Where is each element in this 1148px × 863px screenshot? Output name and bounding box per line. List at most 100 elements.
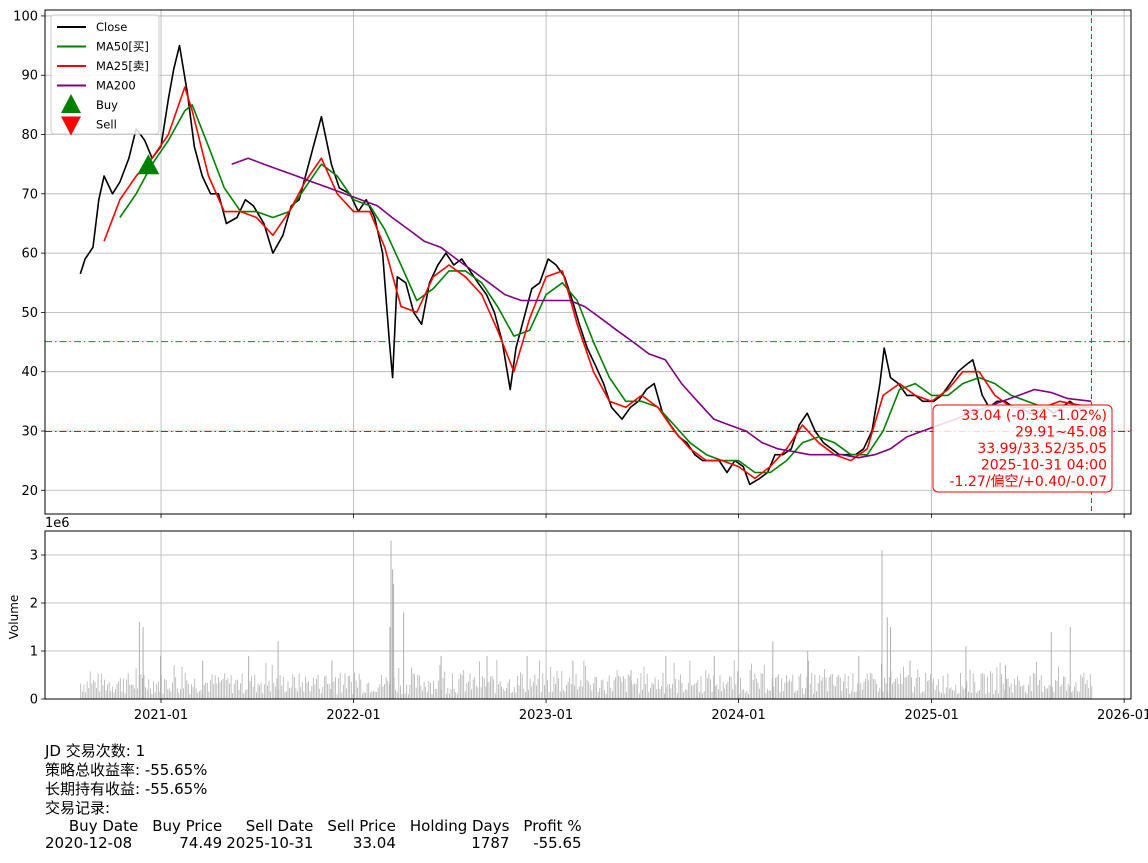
volume-bar <box>722 682 724 699</box>
volume-bar <box>702 693 703 699</box>
volume-bar <box>224 673 226 699</box>
volume-bar <box>781 678 783 699</box>
volume-bar <box>509 679 510 699</box>
volume-bar <box>506 688 507 699</box>
volume-bar <box>1067 683 1069 699</box>
volume-bar <box>244 690 246 699</box>
volume-bar <box>680 674 681 699</box>
volume-bar <box>526 655 528 699</box>
volume-bar <box>420 685 422 699</box>
volume-bar <box>256 692 257 699</box>
volume-bar <box>135 668 137 699</box>
volume-bar <box>852 673 854 699</box>
volume-bar <box>297 691 298 699</box>
volume-bar <box>195 688 197 699</box>
volume-bar <box>1036 661 1037 699</box>
volume-bar <box>993 694 995 699</box>
legend: Close MA50[买] MA25[卖] MA200 Buy Sell <box>50 14 160 136</box>
volume-bar <box>99 691 101 699</box>
volume-bar <box>271 664 273 699</box>
volume-bar <box>1053 691 1055 699</box>
volume-bar <box>836 676 838 699</box>
volume-bar <box>713 655 715 699</box>
volume-bar <box>485 686 487 699</box>
volume-bar <box>151 694 153 699</box>
volume-bar <box>148 679 150 699</box>
volume-bar <box>651 682 653 699</box>
volume-bar <box>241 673 243 699</box>
volume-bar <box>102 685 104 699</box>
volume-bar <box>363 691 365 699</box>
volume-bar <box>284 692 286 699</box>
volume-bar <box>305 676 306 699</box>
volume-bar <box>933 678 934 699</box>
volume-bar <box>395 689 396 699</box>
volume-bar <box>262 692 264 699</box>
volume-bar <box>871 673 873 699</box>
volume-bar <box>463 669 465 699</box>
volume-bar <box>316 679 317 699</box>
volume-bar <box>860 682 862 699</box>
volume-bar <box>126 679 127 699</box>
volume-bar <box>923 691 925 699</box>
volume-bar <box>1075 682 1077 699</box>
cell-sell-price: 33.04 <box>352 834 396 852</box>
volume-bar <box>1009 686 1010 699</box>
volume-bar <box>1061 684 1063 699</box>
volume-bar <box>805 688 806 699</box>
volume-bar <box>362 693 363 699</box>
volume-bar <box>626 692 627 699</box>
volume-bar <box>621 682 623 699</box>
volume-bar <box>298 673 300 699</box>
volume-bar <box>513 687 515 699</box>
volume-bar <box>900 673 901 699</box>
volume-bar <box>453 688 455 699</box>
volume-bar <box>733 660 735 699</box>
volume-bar <box>574 685 575 699</box>
volume-bar <box>491 676 493 699</box>
volume-bar <box>121 691 123 699</box>
volume-bar <box>254 674 256 699</box>
volume-bar <box>221 680 222 699</box>
volume-bar <box>998 693 999 699</box>
volume-bar <box>708 673 710 699</box>
volume-bar <box>784 682 786 699</box>
volume-bar <box>938 679 939 699</box>
volume-bar <box>841 690 843 699</box>
volume-bar <box>953 690 955 699</box>
volume-bar <box>409 684 411 699</box>
volume-bar <box>835 686 836 699</box>
volume-bar <box>162 693 164 699</box>
volume-bar <box>157 681 159 699</box>
volume-bar <box>952 690 953 699</box>
volume-bar <box>259 685 260 699</box>
volume-bar <box>969 669 971 699</box>
volume-bar <box>96 688 97 699</box>
volume-bar <box>886 617 888 699</box>
legend-label: Sell <box>96 118 117 132</box>
volume-bar <box>738 694 740 699</box>
volume-bar <box>439 665 441 699</box>
volume-bar <box>996 667 998 699</box>
volume-bar <box>661 686 662 699</box>
volume-bar <box>265 663 267 699</box>
volume-bar <box>181 666 183 699</box>
volume-bar <box>428 681 430 699</box>
volume-bar <box>858 655 860 699</box>
volume-bar <box>287 681 289 699</box>
volume-bar <box>675 678 677 699</box>
volume-bar <box>566 684 567 699</box>
volume-bar <box>945 687 947 699</box>
volume-bar <box>1056 680 1058 699</box>
volume-bar <box>782 691 784 699</box>
volume-bar <box>1048 685 1050 699</box>
cell-buy-date: 2020-12-08 <box>45 834 133 852</box>
volume-bar <box>801 687 803 699</box>
volume-bar <box>229 683 230 699</box>
volume-bar <box>235 680 237 699</box>
volume-bar <box>994 690 996 699</box>
volume-bar <box>839 677 841 699</box>
volume-bar <box>697 680 699 699</box>
volume-bar <box>964 687 966 699</box>
volume-bar <box>377 687 379 699</box>
